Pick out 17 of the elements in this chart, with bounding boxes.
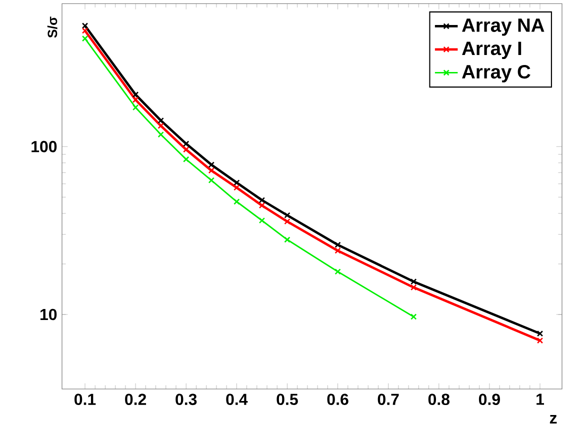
x-tick-label: 0.4 [226, 394, 248, 406]
x-axis-title: z [550, 415, 557, 424]
x-tick-label: 0.2 [125, 394, 146, 406]
x-tick-label: 0.1 [74, 394, 96, 406]
legend-label: Array NA [462, 18, 544, 36]
x-tick-label: 0.8 [428, 394, 450, 406]
x-tick-label: 0.3 [176, 394, 197, 406]
x-tick-label: 0.9 [478, 394, 500, 406]
legend-label: Array I [462, 42, 522, 59]
y-axis-title: S/σ [47, 16, 58, 38]
x-tick-label: 0.7 [378, 394, 399, 406]
x-tick-label: 0.5 [276, 394, 298, 406]
x-tick-label: 1 [536, 394, 544, 405]
x-tick-label: 0.6 [327, 394, 348, 406]
y-tick-label: 100 [32, 140, 57, 152]
legend-label: Array C [462, 65, 530, 82]
y-tick-label: 10 [40, 308, 57, 320]
